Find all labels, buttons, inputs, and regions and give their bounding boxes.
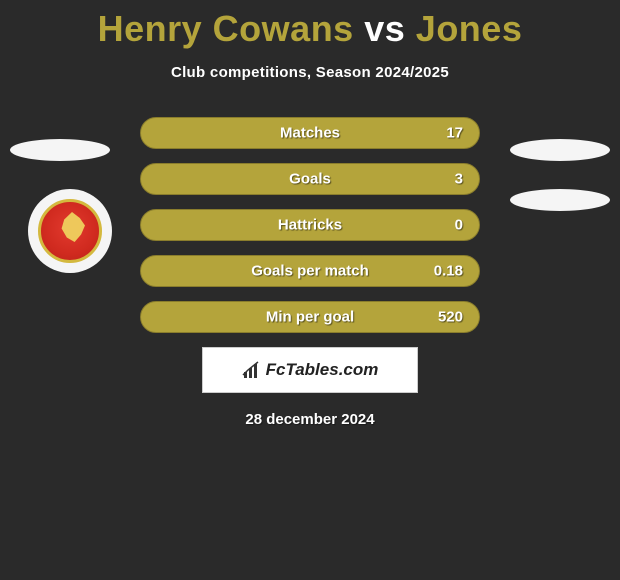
stat-value: 0.18: [434, 263, 463, 280]
player1-name: Henry Cowans: [98, 8, 354, 49]
stat-row-min-per-goal: Min per goal 520: [140, 301, 480, 333]
stat-label: Goals per match: [251, 263, 369, 280]
date-label: 28 december 2024: [0, 411, 620, 428]
vs-separator: vs: [364, 8, 405, 49]
bar-chart-icon: [242, 360, 262, 380]
player1-club-crest: [28, 189, 112, 273]
crest-shield-icon: [38, 199, 102, 263]
player2-name: Jones: [416, 8, 523, 49]
stat-row-goals-per-match: Goals per match 0.18: [140, 255, 480, 287]
stat-value: 3: [455, 171, 463, 188]
comparison-title: Henry Cowans vs Jones: [0, 0, 620, 50]
stat-value: 0: [455, 217, 463, 234]
stat-label: Goals: [289, 171, 331, 188]
stat-row-goals: Goals 3: [140, 163, 480, 195]
stats-bars: Matches 17 Goals 3 Hattricks 0 Goals per…: [140, 117, 480, 333]
content-area: Matches 17 Goals 3 Hattricks 0 Goals per…: [0, 117, 620, 428]
brand-text: FcTables.com: [266, 360, 379, 380]
player2-badge-placeholder-1: [510, 139, 610, 161]
player2-badge-placeholder-2: [510, 189, 610, 211]
stat-label: Min per goal: [266, 309, 354, 326]
stat-value: 17: [446, 125, 463, 142]
stat-row-matches: Matches 17: [140, 117, 480, 149]
stat-label: Hattricks: [278, 217, 342, 234]
brand-box[interactable]: FcTables.com: [202, 347, 418, 393]
subtitle: Club competitions, Season 2024/2025: [0, 64, 620, 81]
player1-badge-placeholder: [10, 139, 110, 161]
stat-row-hattricks: Hattricks 0: [140, 209, 480, 241]
stat-value: 520: [438, 309, 463, 326]
stat-label: Matches: [280, 125, 340, 142]
